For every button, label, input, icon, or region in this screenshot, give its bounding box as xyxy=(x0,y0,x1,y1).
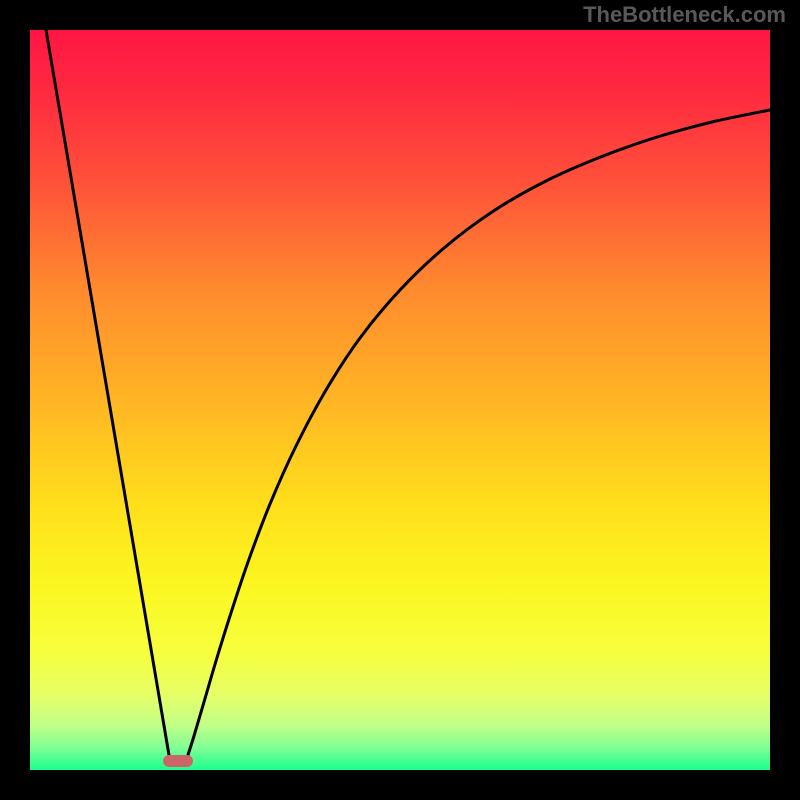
bottleneck-curve xyxy=(30,30,770,770)
watermark-text: TheBottleneck.com xyxy=(583,2,786,28)
plot-area xyxy=(30,30,770,770)
optimum-marker xyxy=(163,755,193,767)
chart-frame: TheBottleneck.com xyxy=(0,0,800,800)
